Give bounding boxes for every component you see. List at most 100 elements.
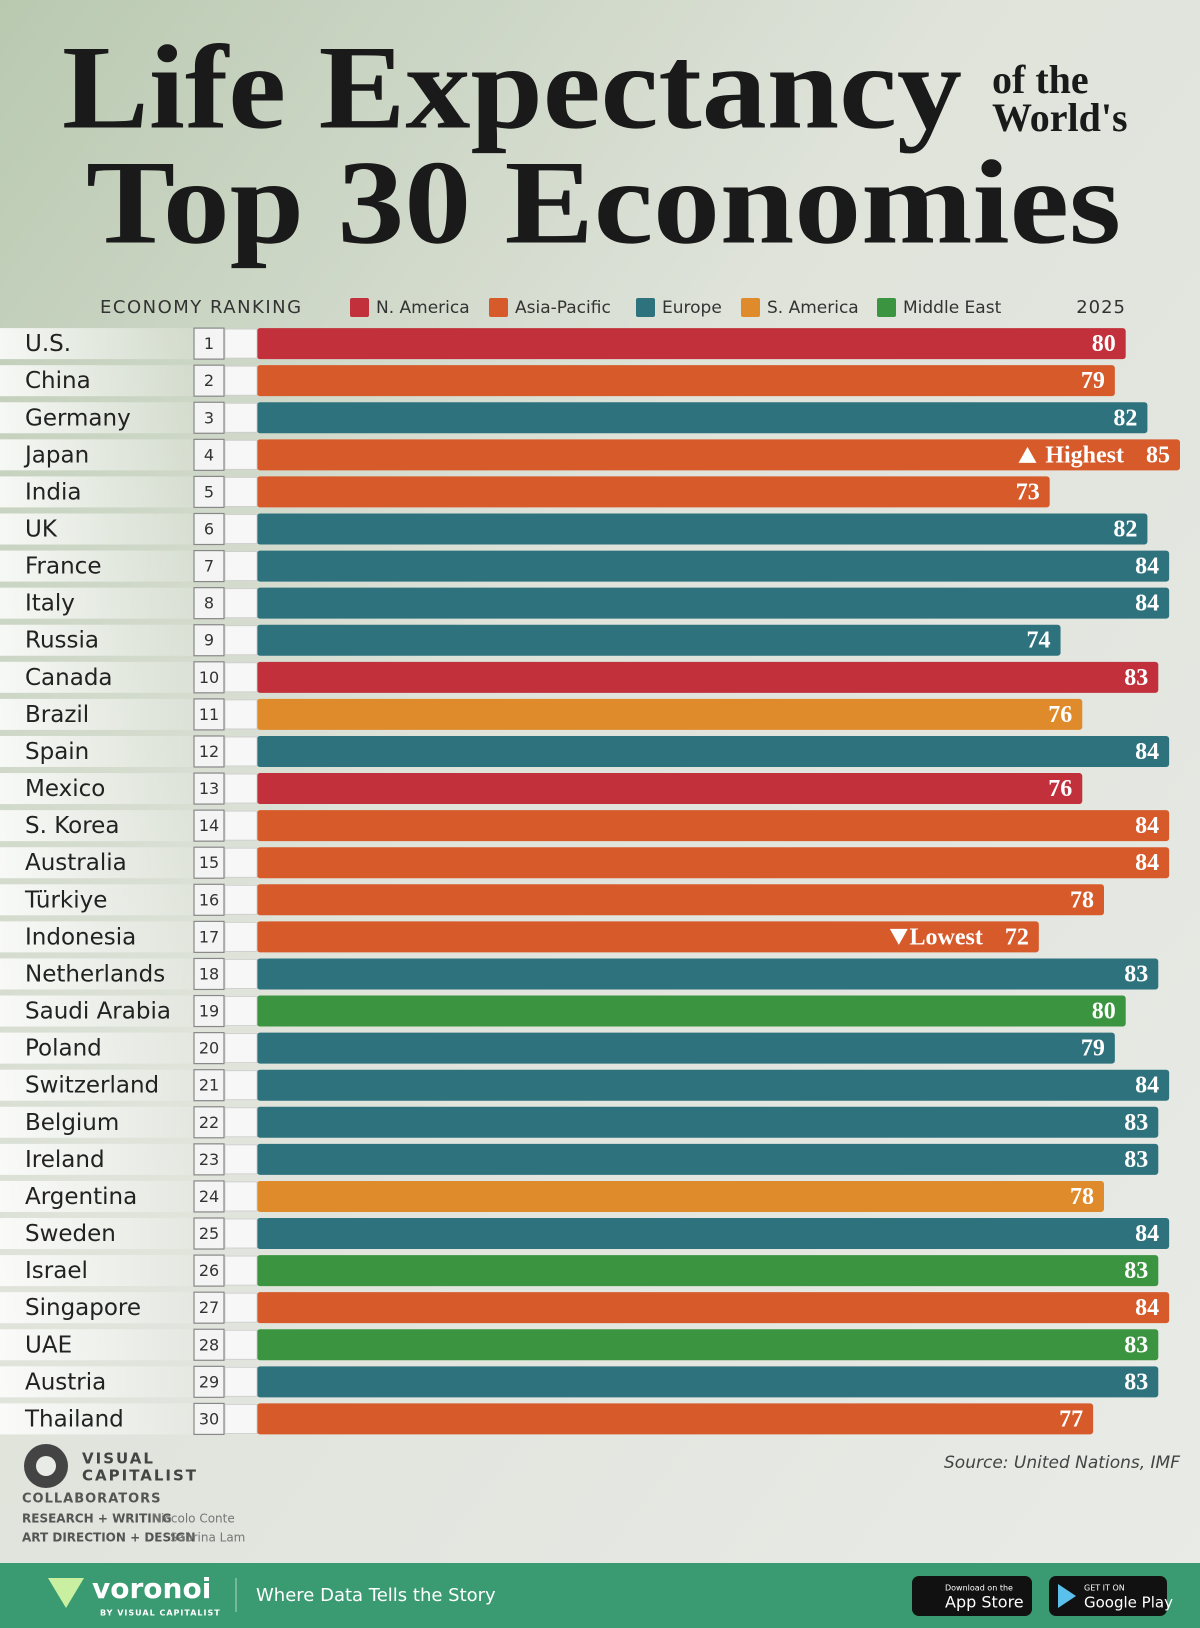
category-label: Argentina	[25, 1184, 137, 1210]
legend-label: Middle East	[903, 298, 1002, 318]
value-label: 84	[1135, 554, 1159, 580]
annotation: Highest	[1045, 442, 1124, 468]
rank-label: 3	[204, 408, 214, 427]
bar	[257, 1069, 1170, 1101]
badge-icon	[1058, 1584, 1076, 1608]
category-label: Israel	[25, 1258, 88, 1284]
rank-label: 15	[199, 853, 219, 872]
bar	[257, 735, 1170, 767]
rank-box	[193, 698, 225, 731]
rank-label: 29	[199, 1372, 219, 1391]
row-background	[0, 1218, 194, 1250]
bar	[257, 513, 1148, 545]
google-play-badge[interactable]	[1049, 1576, 1167, 1616]
footer-logo	[48, 1578, 84, 1608]
flag	[224, 921, 258, 952]
bar	[257, 884, 1104, 916]
row-background	[0, 995, 194, 1027]
rank-label: 4	[204, 445, 214, 464]
value-header: 2025	[1076, 297, 1126, 318]
category-label: France	[25, 554, 101, 580]
rank-box	[193, 327, 225, 360]
category-label: Netherlands	[25, 961, 165, 987]
bar	[257, 1106, 1159, 1138]
flag	[224, 514, 258, 544]
rank-label: 30	[199, 1409, 219, 1428]
rank-box	[193, 1143, 225, 1176]
app-store-badge[interactable]	[912, 1576, 1032, 1616]
bar	[257, 1218, 1170, 1250]
bar	[257, 328, 1126, 360]
annotation-arrow	[889, 928, 908, 945]
rank-box	[193, 1032, 225, 1065]
source: Source: United Nations, IMF	[944, 1453, 1180, 1473]
flag	[224, 699, 258, 730]
rank-box	[193, 809, 225, 842]
rank-box	[193, 1069, 225, 1102]
row-background	[0, 735, 194, 767]
row-background	[0, 847, 194, 879]
legend-swatch	[350, 298, 369, 317]
value-label: 78	[1070, 887, 1094, 913]
legend-swatch	[636, 298, 655, 317]
rank-label: 6	[204, 520, 214, 539]
value-label: 83	[1124, 1258, 1148, 1284]
value-label: 85	[1146, 442, 1170, 468]
logo	[36, 1456, 56, 1476]
value-label: 74	[1027, 628, 1051, 654]
bar	[257, 1329, 1159, 1361]
rank-box	[193, 661, 225, 694]
rank-label: 25	[199, 1224, 219, 1243]
rank-label: 20	[199, 1039, 219, 1058]
rank-box	[193, 1180, 225, 1213]
category-label: Brazil	[25, 702, 89, 728]
value-label: 76	[1048, 702, 1072, 728]
category-label: China	[25, 368, 91, 394]
row-background	[0, 1032, 194, 1064]
flag	[224, 328, 258, 359]
flag	[224, 1070, 258, 1101]
value-label: 84	[1135, 591, 1159, 617]
legend-label: Asia-Pacific	[515, 298, 611, 318]
flag	[224, 736, 258, 767]
row-background	[0, 328, 194, 360]
rank-label: 17	[199, 927, 219, 946]
subtitle-line: of the	[992, 57, 1089, 102]
rank-box	[193, 1291, 225, 1324]
rank-box	[193, 957, 225, 991]
rank-label: 1	[204, 334, 214, 353]
bar	[257, 624, 1061, 656]
rank-label: 12	[199, 742, 219, 761]
bar	[257, 958, 1159, 990]
flag	[224, 588, 258, 619]
row-background	[0, 1180, 194, 1212]
rank-box	[193, 1254, 225, 1287]
rank-label: 13	[199, 779, 219, 798]
bar	[257, 439, 1180, 471]
badge-text: Download on the	[945, 1584, 1013, 1593]
flag	[224, 1107, 258, 1138]
bar	[257, 1255, 1159, 1287]
value-label: 78	[1070, 1184, 1094, 1210]
value-label: 83	[1124, 1369, 1148, 1395]
rank-box	[193, 1365, 225, 1398]
rank-label: 21	[199, 1076, 219, 1095]
rank-box	[193, 549, 225, 583]
credit-role: ART DIRECTION + DESIGN	[22, 1531, 195, 1545]
rank-label: 22	[199, 1113, 219, 1132]
category-label: Belgium	[25, 1110, 119, 1136]
value-label: 79	[1081, 368, 1105, 394]
brand: CAPITALIST	[82, 1467, 198, 1485]
value-label: 83	[1124, 1110, 1148, 1136]
credit-name: Niccolo Conte	[152, 1512, 235, 1526]
category-label: Poland	[25, 1036, 102, 1062]
value-label: 84	[1135, 850, 1159, 876]
bar	[257, 1143, 1159, 1175]
category-label: S. Korea	[25, 813, 119, 839]
category-label: Indonesia	[25, 924, 136, 950]
rank-label: 26	[199, 1261, 219, 1280]
flag	[224, 662, 258, 693]
category-label: Japan	[23, 442, 89, 468]
bar	[257, 921, 1039, 953]
row-background	[0, 1255, 194, 1287]
